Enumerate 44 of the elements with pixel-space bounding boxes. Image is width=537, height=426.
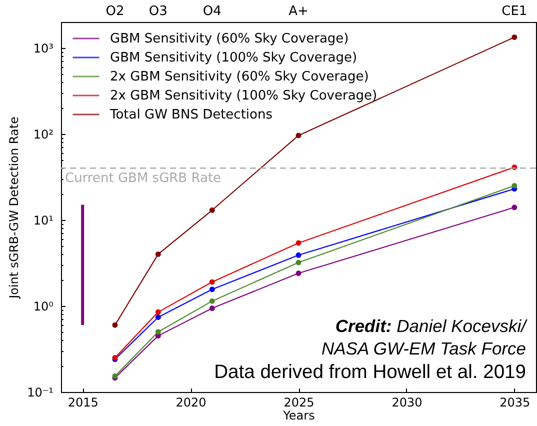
point bbox=[209, 279, 215, 285]
text: O3 bbox=[148, 4, 168, 19]
text: A+ bbox=[288, 4, 308, 19]
x-axis-title: Years bbox=[282, 408, 315, 422]
annotation: Credit: Daniel Kocevski/ bbox=[335, 316, 528, 336]
point bbox=[296, 260, 302, 266]
point bbox=[512, 182, 518, 188]
legend-label: 2x GBM Sensitivity (100% Sky Coverage) bbox=[110, 88, 378, 104]
legend-label: GBM Sensitivity (60% Sky Coverage) bbox=[110, 32, 349, 46]
ref-line-label: Current GBM sGRB Rate bbox=[65, 171, 222, 186]
point bbox=[209, 298, 215, 304]
y-tick-label: 10² bbox=[33, 127, 54, 142]
point bbox=[512, 34, 518, 40]
x-tick-label: 2015 bbox=[68, 396, 98, 410]
y-axis-title: Joint sGRB-GW Detection Rate bbox=[7, 116, 22, 300]
legend-label: 2x GBM Sensitivity (60% Sky Coverage) bbox=[110, 70, 369, 84]
point bbox=[155, 329, 161, 335]
point bbox=[296, 270, 302, 276]
legend-label: Total GW BNS Detections bbox=[109, 108, 273, 122]
point bbox=[296, 132, 302, 138]
point bbox=[155, 314, 161, 320]
point bbox=[209, 207, 215, 213]
y-tick-label: 10³ bbox=[33, 41, 54, 56]
x-tick-label: 2020 bbox=[176, 396, 206, 410]
point bbox=[209, 306, 215, 312]
text: O2 bbox=[106, 4, 124, 19]
text: O4 bbox=[202, 4, 222, 19]
point bbox=[296, 252, 302, 258]
y-tick-label: 10¹ bbox=[33, 213, 54, 228]
legend-label: GBM Sensitivity (100% Sky Coverage) bbox=[110, 50, 358, 66]
x-tick-label: 2035 bbox=[500, 396, 530, 410]
point bbox=[112, 322, 118, 328]
point bbox=[296, 240, 302, 246]
point bbox=[155, 309, 161, 315]
y-tick-label: 10⁰ bbox=[33, 299, 54, 314]
text: CE1 bbox=[502, 4, 528, 19]
annotation: NASA GW-EM Task Force bbox=[321, 338, 526, 358]
point bbox=[209, 286, 215, 292]
x-tick-label: 2030 bbox=[392, 396, 422, 410]
point bbox=[155, 251, 161, 257]
y-tick-label: 10⁻¹ bbox=[27, 386, 54, 400]
x-tick-label: 2025 bbox=[284, 396, 314, 410]
point bbox=[512, 204, 518, 210]
annotation: Data derived from Howell et al. 2019 bbox=[214, 362, 526, 383]
